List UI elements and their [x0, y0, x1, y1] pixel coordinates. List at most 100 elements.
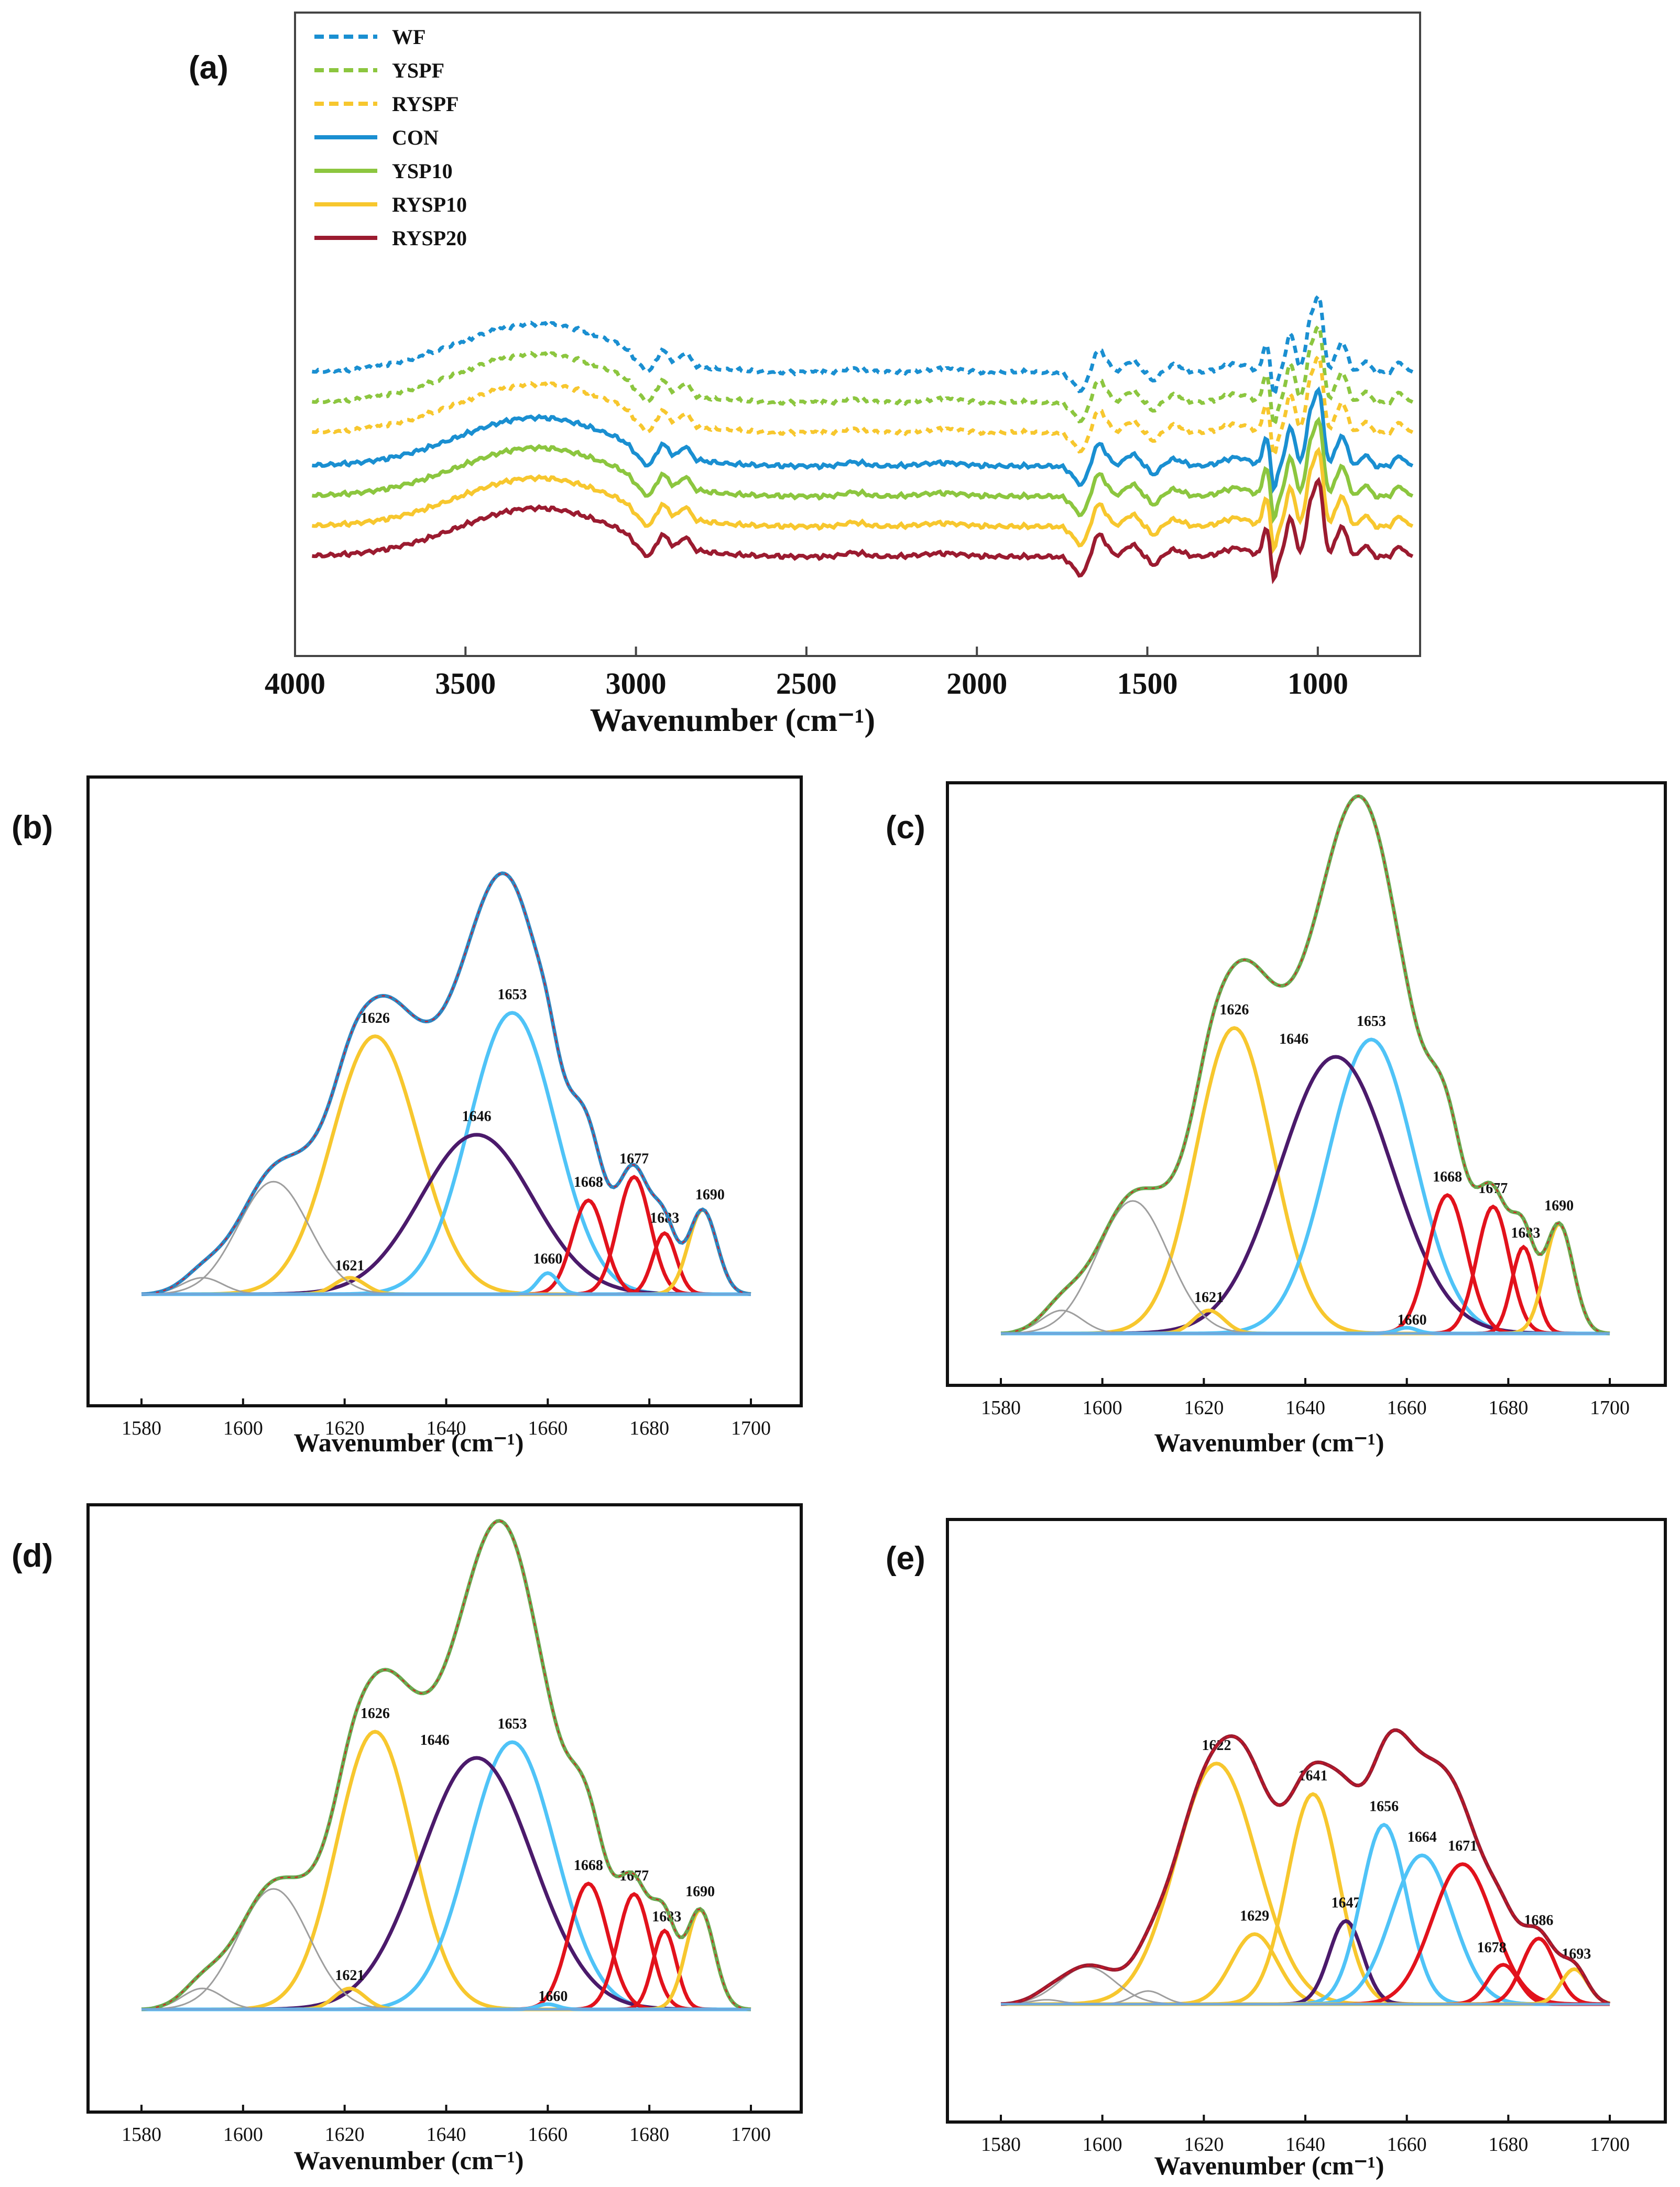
peak-label-1626: 1626: [361, 1010, 390, 1026]
x-tick-label-3000: 3000: [606, 666, 667, 701]
peak-label-1626: 1626: [1219, 1002, 1249, 1018]
panel-d-frame: [86, 1503, 803, 2114]
x-tick-label-1600: 1600: [223, 1417, 263, 1439]
peak-curve-1626: [1001, 1026, 1610, 1336]
peak-curve-1647: [1001, 1919, 1610, 2006]
x-tick-label-1660: 1660: [528, 2124, 568, 2146]
peak-label-1668: 1668: [574, 1174, 603, 1190]
legend-label-rysp20: RYSP20: [392, 226, 467, 250]
x-tick-label-1580: 1580: [122, 2124, 161, 2146]
legend-label-ryspf: RYSPF: [392, 92, 459, 116]
peak-label-1660: 1660: [1398, 1312, 1427, 1328]
peak-curve-1653: [141, 1011, 751, 1296]
peak-label-1690: 1690: [685, 1884, 715, 1900]
panel-c-label: (c): [886, 810, 925, 846]
x-tick-label-1680: 1680: [629, 2124, 669, 2146]
peak-label-1660: 1660: [538, 1988, 568, 2005]
panel-a-legend: WF YSPF RYSPF CON YSP10 RYSP10 RYSP20: [314, 25, 467, 250]
x-tick-label-1600: 1600: [1083, 1397, 1122, 1419]
panel-e: (e) 162216411629164716561664167116781686…: [886, 1518, 1667, 2180]
panel-c-x-axis-title: Wavenumber (cm⁻¹): [1154, 1428, 1384, 1457]
x-tick-label-1660: 1660: [528, 1417, 568, 1439]
peak-curve-aux-9: [141, 1888, 751, 2010]
x-tick-label-1640: 1640: [1285, 2134, 1325, 2156]
legend-label-rysp10: RYSP10: [392, 193, 467, 216]
panel-a-x-ticks: 4000 3500 3000 2500 2000 1500 1000: [265, 647, 1348, 701]
peak-label-1660: 1660: [533, 1251, 562, 1267]
peak-label-1671: 1671: [1448, 1838, 1477, 1854]
fitted-envelope-line: [1000, 1728, 1610, 2006]
x-tick-label-1660: 1660: [1387, 2134, 1427, 2156]
x-tick-label-1580: 1580: [981, 1397, 1021, 1419]
panel-e-x-axis-title: Wavenumber (cm⁻¹): [1154, 2151, 1384, 2180]
x-tick-label-2500: 2500: [776, 666, 837, 701]
peak-label-1656: 1656: [1369, 1799, 1399, 1815]
panel-b-x-axis-title: Wavenumber (cm⁻¹): [293, 1428, 523, 1457]
peak-label-1653: 1653: [497, 987, 527, 1003]
peak-label-1664: 1664: [1408, 1829, 1437, 1845]
panel-d-plot: 1626165316461668167716831690162116601580…: [122, 1519, 771, 2146]
x-tick-label-1660: 1660: [1387, 1397, 1427, 1419]
panel-d-x-axis-title: Wavenumber (cm⁻¹): [293, 2146, 523, 2175]
x-tick-label-1700: 1700: [1590, 2134, 1630, 2156]
peak-label-1690: 1690: [1544, 1198, 1574, 1214]
legend-label-yspf: YSPF: [392, 59, 444, 82]
legend-label-wf: WF: [392, 25, 426, 49]
x-tick-label-1500: 1500: [1117, 666, 1178, 701]
peak-label-1621: 1621: [335, 1258, 364, 1274]
panel-d: (d) 162616531646166816771683169016211660…: [12, 1503, 803, 2175]
peak-label-1690: 1690: [695, 1187, 725, 1203]
x-tick-label-1640: 1640: [427, 1417, 466, 1439]
measured-spectrum-line: [1000, 1730, 1610, 2005]
peak-curve-1660: [141, 1271, 751, 1296]
spectrum-line-yspf: [312, 322, 1414, 430]
x-tick-label-1580: 1580: [122, 1417, 161, 1439]
spectrum-line-rysp20: [312, 477, 1414, 585]
panel-a-x-axis-title: Wavenumber (cm⁻¹): [590, 703, 875, 738]
x-tick-label-3500: 3500: [435, 666, 496, 701]
spectrum-line-ryspf: [312, 353, 1414, 461]
x-tick-label-1600: 1600: [1083, 2134, 1122, 2156]
panel-a-spectra: [312, 292, 1414, 585]
spectrum-line-rysp10: [312, 446, 1414, 554]
x-tick-label-1700: 1700: [1590, 1397, 1630, 1419]
peak-label-1626: 1626: [361, 1705, 390, 1722]
panel-b-label: (b): [12, 810, 53, 846]
x-tick-label-1000: 1000: [1288, 666, 1348, 701]
peak-label-1647: 1647: [1331, 1895, 1360, 1911]
peak-label-1646: 1646: [420, 1732, 450, 1748]
panel-a-frame: [294, 12, 1421, 657]
panel-a: (a) WF YSPF RYSPF CON YSP10 RYSP10 RYSP20 4000…: [189, 12, 1421, 738]
peak-curve-aux-9: [1001, 1200, 1610, 1335]
x-tick-label-1640: 1640: [427, 2124, 466, 2146]
panel-c: (c) 162616531646166816771683169016211660…: [886, 781, 1667, 1457]
spectrum-line-con: [312, 386, 1414, 494]
measured-spectrum-line: [141, 872, 751, 1295]
panel-c-frame: [946, 781, 1667, 1387]
x-tick-label-1620: 1620: [325, 1417, 365, 1439]
peak-label-1693: 1693: [1562, 1946, 1591, 1962]
panel-c-plot: 1626165316461668167716831690162116601580…: [981, 794, 1630, 1419]
x-tick-label-1640: 1640: [1285, 1397, 1325, 1419]
x-tick-label-1600: 1600: [223, 2124, 263, 2146]
x-tick-label-1580: 1580: [981, 2134, 1021, 2156]
peak-curve-1626: [141, 1730, 751, 2011]
panel-e-frame: [946, 1518, 1667, 2124]
x-tick-label-1680: 1680: [1488, 2134, 1528, 2156]
peak-label-1621: 1621: [335, 1967, 364, 1984]
spectrum-line-ysp10: [312, 416, 1414, 524]
panel-d-label: (d): [12, 1538, 53, 1574]
measured-spectrum-line: [1000, 795, 1610, 1334]
spectrum-line-wf: [312, 292, 1414, 400]
panel-e-label: (e): [886, 1540, 925, 1577]
panel-b-frame: [86, 775, 803, 1407]
legend-label-con: CON: [392, 126, 439, 149]
peak-label-1646: 1646: [1279, 1031, 1308, 1047]
peak-label-1668: 1668: [574, 1857, 603, 1874]
peak-label-1646: 1646: [462, 1109, 492, 1125]
x-tick-label-1620: 1620: [325, 2124, 365, 2146]
x-tick-label-1700: 1700: [731, 2124, 771, 2146]
